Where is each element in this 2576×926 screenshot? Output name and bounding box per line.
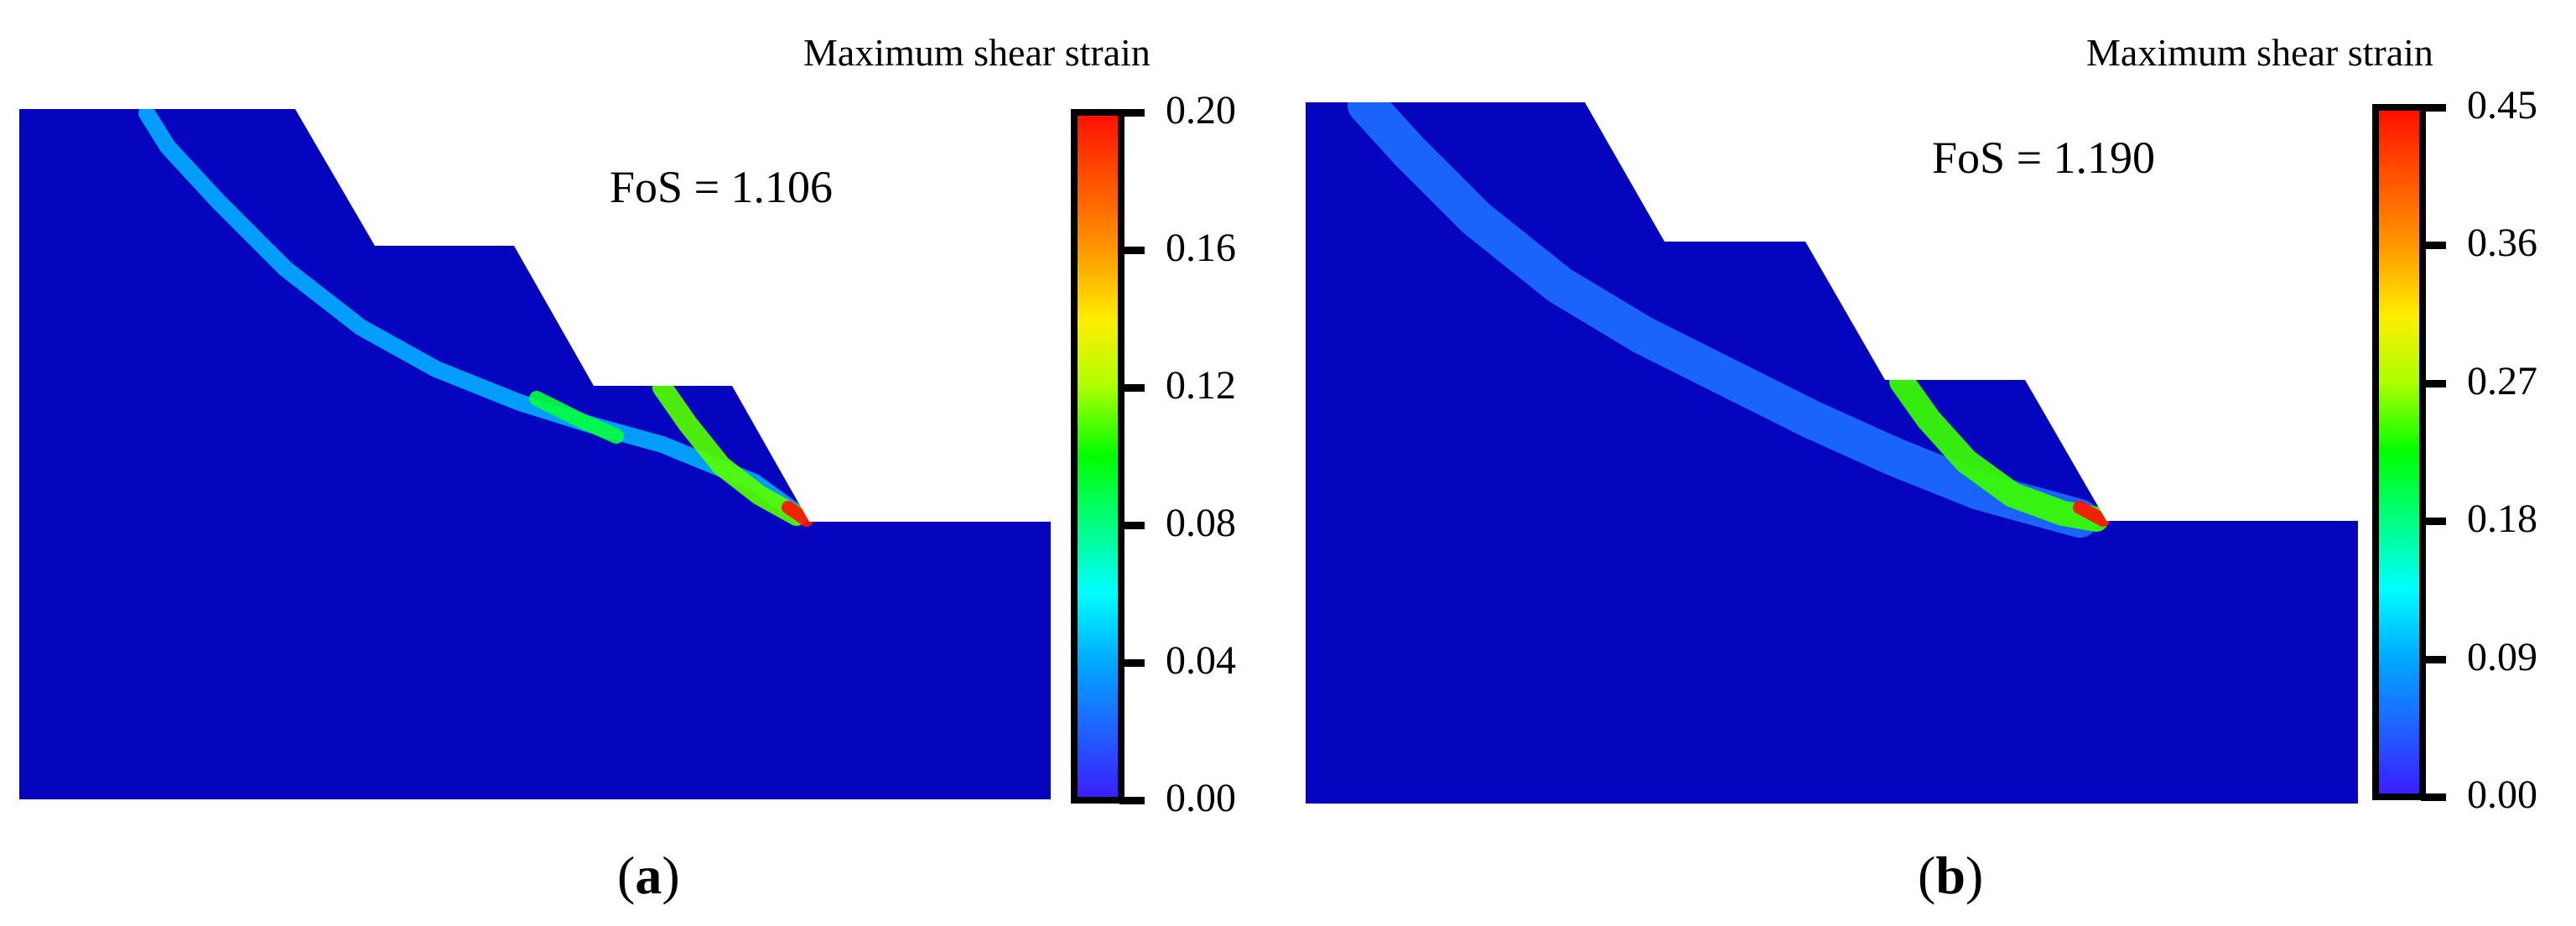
colorbar-gradient-b xyxy=(2379,111,2419,793)
colorbar-tick xyxy=(1119,522,1145,529)
colorbar-tick-label: 0.36 xyxy=(2467,221,2537,266)
colorbar-tick xyxy=(2421,242,2446,250)
shear-band xyxy=(1889,369,2109,532)
colorbar-tick-label: 0.20 xyxy=(1166,88,1236,133)
colorbar-tick-label: 0.45 xyxy=(2467,83,2537,127)
slope-strain-contour-a xyxy=(19,109,1051,799)
colorbar-tick xyxy=(2421,793,2446,801)
subfigure-label-a: (a) xyxy=(617,849,680,903)
label-paren-close: ) xyxy=(1965,845,1984,905)
colorbar-tick-label: 0.12 xyxy=(1166,363,1236,408)
shear-band xyxy=(782,501,813,527)
shear-band xyxy=(652,377,807,526)
label-letter: a xyxy=(635,845,662,905)
colorbar-tick xyxy=(1119,247,1145,254)
shear-band xyxy=(529,391,624,444)
panel-a: Maximum shear strain FoS = 1.106 0.20 0.1… xyxy=(19,31,1236,903)
colorbar-tick-label: 0.04 xyxy=(1166,638,1236,683)
colorbar-tick xyxy=(2421,518,2446,526)
fos-annotation-b: FoS = 1.190 xyxy=(1932,133,2156,183)
colorbar-tick-label: 0.18 xyxy=(2467,497,2537,542)
colorbar-tick-label: 0.00 xyxy=(1166,776,1236,820)
fos-annotation-a: FoS = 1.106 xyxy=(610,162,834,212)
colorbar-tick-label: 0.27 xyxy=(2467,358,2537,403)
shear-band xyxy=(2073,501,2110,527)
colorbar-axis-a xyxy=(1118,109,1124,804)
colorbar-tick xyxy=(1119,109,1145,117)
colorbar-tick xyxy=(2421,655,2446,663)
slope-body xyxy=(19,109,1051,799)
colorbar-tick xyxy=(2421,379,2446,388)
colorbar-tick xyxy=(2421,104,2446,112)
colorbar-tick xyxy=(1119,384,1145,392)
label-paren-open: ( xyxy=(1918,845,1936,905)
subfigure-label-b: (b) xyxy=(1918,849,1983,903)
colorbar-tick-label: 0.00 xyxy=(2467,773,2537,817)
colorbar-axis-b xyxy=(2419,104,2426,800)
label-paren-close: ) xyxy=(662,845,680,905)
shear-band xyxy=(1348,102,2099,538)
colorbar-title-b: Maximum shear strain xyxy=(2086,31,2433,74)
colorbar-tick-label: 0.08 xyxy=(1166,501,1236,545)
label-letter: b xyxy=(1935,845,1966,905)
colorbar-tick xyxy=(1119,797,1145,804)
colorbar-tick-label: 0.16 xyxy=(1166,226,1236,270)
colorbar-title-a: Maximum shear strain xyxy=(803,31,1150,74)
label-paren-open: ( xyxy=(617,845,636,905)
colorbar-tick xyxy=(1119,659,1145,667)
colorbar-b xyxy=(2372,104,2426,800)
colorbar-gradient-a xyxy=(1078,116,1118,797)
shear-band xyxy=(138,109,809,524)
colorbar-tick-label: 0.09 xyxy=(2467,634,2537,679)
